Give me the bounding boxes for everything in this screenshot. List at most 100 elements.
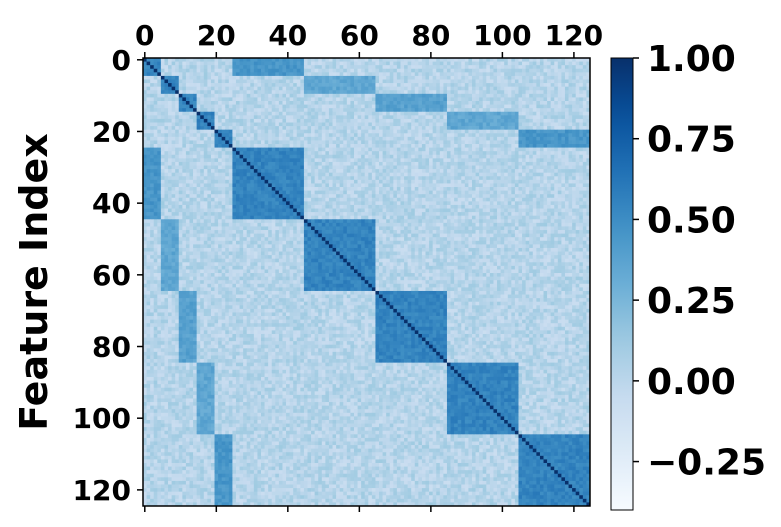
heatmap-cell	[464, 68, 469, 73]
heatmap-cell	[382, 190, 387, 195]
heatmap-cell	[522, 136, 526, 141]
heatmap-cell	[536, 179, 541, 184]
heatmap-cell	[572, 158, 577, 163]
heatmap-cell	[336, 83, 341, 88]
heatmap-cell	[371, 154, 376, 159]
heatmap-cell	[439, 97, 444, 102]
heatmap-cell	[160, 122, 165, 127]
heatmap-cell	[175, 172, 180, 177]
heatmap-cell	[504, 101, 509, 105]
heatmap-cell	[564, 190, 569, 195]
heatmap-cell	[386, 86, 391, 91]
heatmap-cell	[261, 140, 265, 145]
heatmap-cell	[371, 68, 376, 73]
heatmap-cell	[307, 147, 312, 152]
heatmap-cell	[239, 68, 244, 73]
heatmap-cell	[250, 126, 255, 131]
heatmap-cell	[193, 190, 197, 195]
heatmap-cell	[432, 104, 437, 109]
heatmap-cell	[243, 158, 248, 163]
heatmap-cell	[468, 136, 473, 141]
heatmap-cell	[214, 122, 219, 127]
heatmap-cell	[389, 133, 394, 138]
heatmap-cell	[568, 111, 573, 116]
heatmap-cell	[343, 140, 348, 145]
heatmap-cell	[164, 101, 169, 105]
heatmap-cell	[203, 165, 208, 170]
heatmap-cell	[407, 75, 412, 80]
heatmap-cell	[582, 179, 587, 184]
heatmap-cell	[271, 101, 276, 105]
heatmap-cell	[307, 111, 312, 116]
heatmap-cell	[207, 179, 212, 184]
heatmap-cell	[278, 154, 283, 159]
heatmap-cell	[507, 194, 512, 199]
heatmap-cell	[189, 83, 194, 88]
heatmap-cell	[379, 115, 383, 120]
heatmap-cell	[218, 133, 223, 138]
heatmap-cell	[507, 93, 512, 98]
heatmap-cell	[489, 86, 494, 91]
heatmap-cell	[554, 72, 559, 77]
heatmap-cell	[550, 133, 555, 138]
heatmap-cell	[182, 165, 187, 170]
heatmap-cell	[368, 93, 373, 98]
heatmap-cell	[486, 58, 491, 62]
heatmap-cell	[414, 122, 419, 127]
heatmap-cell	[564, 187, 569, 191]
heatmap-cell	[168, 118, 172, 123]
heatmap-cell	[575, 147, 580, 152]
heatmap-cell	[200, 122, 205, 127]
heatmap-cell	[278, 68, 283, 73]
heatmap-cell	[243, 147, 248, 152]
heatmap-cell	[500, 68, 505, 73]
heatmap-cell	[432, 122, 437, 127]
heatmap-cell	[522, 194, 526, 199]
heatmap-cell	[539, 172, 544, 177]
heatmap-cell	[357, 136, 362, 141]
heatmap-cell	[146, 169, 151, 174]
heatmap-cell	[482, 111, 487, 116]
heatmap-cell	[175, 194, 180, 199]
heatmap-cell	[185, 190, 190, 195]
heatmap-cell	[475, 68, 480, 73]
heatmap-cell	[561, 147, 566, 152]
heatmap-cell	[300, 75, 305, 80]
heatmap-cell	[153, 194, 158, 199]
heatmap-cell	[525, 115, 530, 120]
heatmap-cell	[386, 161, 391, 166]
heatmap-cell	[536, 133, 541, 138]
heatmap-cell	[225, 75, 230, 80]
heatmap-cell	[572, 172, 577, 177]
heatmap-cell	[210, 161, 215, 166]
heatmap-cell	[243, 151, 248, 156]
heatmap-cell	[275, 75, 280, 80]
heatmap-cell	[210, 118, 215, 123]
heatmap-cell	[182, 101, 187, 105]
heatmap-cell	[454, 75, 459, 80]
heatmap-cell	[311, 165, 315, 170]
heatmap-cell	[150, 161, 155, 166]
heatmap-cell	[286, 187, 290, 191]
heatmap-cell	[350, 111, 355, 116]
heatmap-cell	[525, 140, 530, 145]
heatmap-cell	[300, 129, 305, 134]
heatmap-cell	[471, 111, 476, 116]
heatmap-cell	[368, 104, 373, 109]
heatmap-cell	[357, 183, 362, 188]
heatmap-cell	[364, 147, 369, 152]
heatmap-cell	[146, 93, 151, 98]
heatmap-cell	[564, 75, 569, 80]
heatmap-cell	[454, 58, 459, 62]
heatmap-cell	[243, 72, 248, 77]
heatmap-cell	[511, 90, 516, 95]
heatmap-cell	[336, 61, 341, 66]
heatmap-cell	[504, 154, 509, 159]
heatmap-cell	[550, 108, 555, 113]
heatmap-cell	[479, 79, 484, 84]
heatmap-cell	[443, 151, 448, 156]
heatmap-cell	[210, 115, 215, 120]
heatmap-cell	[235, 158, 240, 163]
heatmap-cell	[379, 154, 383, 159]
heatmap-cell	[418, 172, 423, 177]
